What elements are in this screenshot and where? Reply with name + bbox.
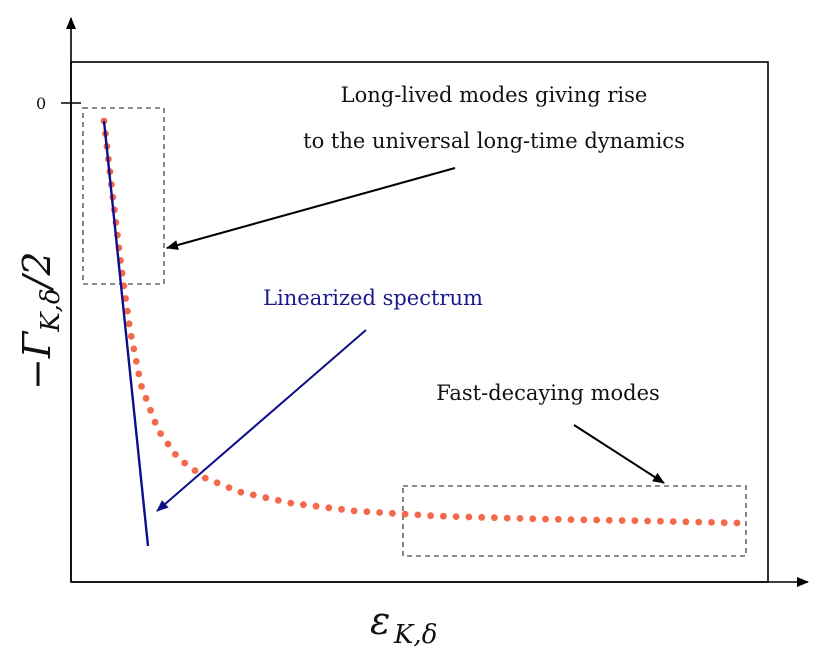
x-axis-title: ε K,δ	[370, 599, 437, 650]
annotation-long-lived-line2: to the universal long-time dynamics	[303, 129, 685, 153]
data-point	[669, 518, 677, 525]
data-point	[503, 514, 511, 522]
data-point	[542, 515, 549, 523]
data-point	[618, 517, 626, 524]
data-point	[465, 513, 473, 521]
data-point	[312, 502, 320, 510]
data-point	[164, 440, 172, 448]
data-point	[213, 479, 221, 487]
data-point	[147, 406, 154, 414]
fast-decaying-arrow	[573, 424, 665, 484]
long-lived-arrow	[166, 167, 456, 250]
data-point	[644, 517, 651, 525]
linearized-arrow	[156, 329, 367, 512]
data-point	[135, 370, 143, 378]
data-point	[122, 295, 129, 302]
data-point	[363, 508, 371, 516]
data-point	[325, 504, 333, 512]
data-point	[414, 511, 422, 519]
data-point	[142, 394, 150, 402]
data-point	[580, 516, 588, 524]
y-axis-title-sub: K,δ	[36, 288, 66, 332]
y-tick-label-zero: 0	[36, 94, 46, 113]
linearized-spectrum-line	[102, 120, 150, 547]
data-point	[478, 513, 486, 521]
data-point	[376, 509, 383, 516]
data-point	[132, 358, 140, 365]
data-point	[157, 430, 165, 437]
data-point	[389, 509, 396, 517]
data-point	[631, 517, 639, 525]
data-point	[287, 499, 295, 507]
data-point	[151, 418, 159, 426]
y-axis-title-tail: /2	[15, 251, 59, 292]
fast-decaying-modes-box	[402, 485, 747, 557]
y-axis-title-main: −Γ	[15, 330, 59, 390]
x-axis-title-sub: K,δ	[393, 620, 437, 650]
y-axis-title: −ΓK,δ/2	[15, 251, 66, 390]
decay-spectrum-series	[100, 117, 741, 527]
data-point	[657, 517, 664, 525]
data-point	[733, 519, 741, 527]
data-point	[605, 516, 613, 524]
data-point	[130, 345, 138, 353]
data-point	[567, 516, 575, 523]
data-point	[427, 512, 434, 520]
data-point	[124, 307, 131, 315]
long-lived-modes-box	[82, 107, 165, 285]
data-point	[172, 451, 179, 458]
annotation-fast-decaying: Fast-decaying modes	[436, 381, 660, 405]
data-point	[491, 514, 498, 522]
data-point	[554, 515, 562, 523]
data-point	[720, 519, 728, 527]
data-point	[593, 516, 600, 524]
data-point	[401, 510, 409, 518]
data-point	[274, 497, 282, 504]
data-point	[237, 488, 245, 496]
data-point	[249, 491, 257, 499]
data-point	[201, 474, 209, 482]
data-point	[338, 505, 345, 513]
data-point	[708, 519, 715, 526]
x-axis-title-main: ε	[370, 599, 390, 643]
annotation-long-lived-line1: Long-lived modes giving rise	[341, 83, 648, 107]
data-point	[516, 515, 524, 522]
data-point	[262, 494, 270, 502]
data-point	[225, 484, 233, 491]
data-point	[181, 459, 189, 467]
data-point	[127, 332, 135, 340]
data-point	[695, 518, 703, 526]
data-point	[300, 501, 307, 509]
data-point	[350, 507, 358, 515]
annotation-linearized: Linearized spectrum	[263, 286, 483, 310]
data-point	[125, 320, 133, 328]
data-point	[440, 512, 447, 520]
data-point	[682, 518, 690, 526]
data-point	[191, 467, 199, 474]
data-point	[529, 515, 537, 523]
svg-text:−ΓK,δ/2: −ΓK,δ/2	[15, 251, 66, 390]
data-point	[138, 383, 145, 390]
data-point	[452, 513, 460, 520]
